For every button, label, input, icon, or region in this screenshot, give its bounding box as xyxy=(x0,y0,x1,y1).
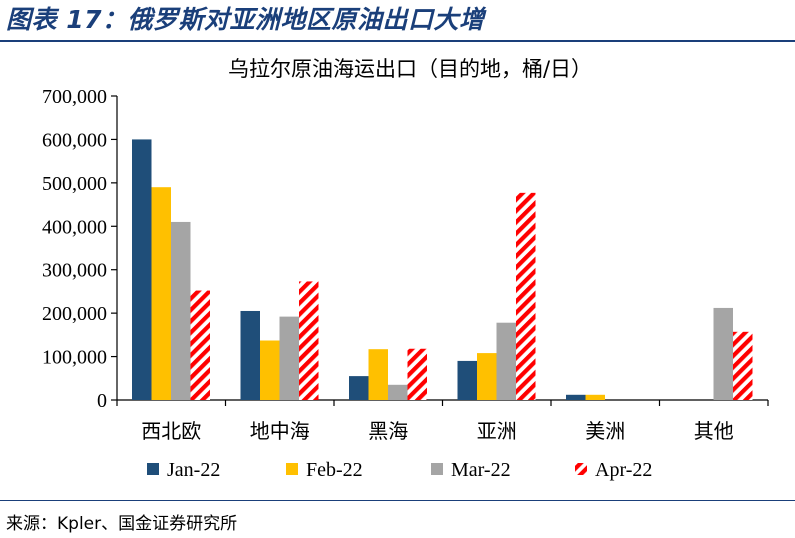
legend-label: Mar-22 xyxy=(451,459,511,481)
bar xyxy=(260,340,280,400)
y-axis: 0 100,000 200,000 300,000 400,000 500,000 600,… xyxy=(42,86,118,412)
legend-swatch xyxy=(286,463,298,475)
bar xyxy=(733,331,753,400)
bar xyxy=(190,290,210,400)
y-tick-label: 700,000 xyxy=(42,86,107,108)
x-tick-label: 其他 xyxy=(694,419,734,443)
bar xyxy=(151,187,171,400)
x-tick-label: 地中海 xyxy=(250,419,310,443)
x-tick-label: 黑海 xyxy=(368,419,408,443)
bar xyxy=(407,348,427,400)
legend-label: Apr-22 xyxy=(595,459,652,481)
bar xyxy=(240,310,260,400)
y-tick-label: 500,000 xyxy=(42,173,107,195)
bar xyxy=(132,139,152,400)
x-tick-label: 亚洲 xyxy=(477,419,517,443)
x-tick-label: 西北欧 xyxy=(141,419,201,443)
source-note: 来源：Kpler、国金证券研究所 xyxy=(6,514,238,534)
y-tick-label: 400,000 xyxy=(42,216,107,238)
bar xyxy=(713,307,733,400)
bar xyxy=(388,384,408,400)
legend: Jan-22 Feb-22 Mar-22 Apr-22 xyxy=(147,459,652,481)
bar xyxy=(279,316,299,400)
legend-swatch xyxy=(431,463,443,475)
bar xyxy=(457,360,477,400)
x-tick-label: 美洲 xyxy=(585,419,625,443)
legend-swatch xyxy=(575,463,587,475)
bar xyxy=(496,322,516,400)
bar xyxy=(368,349,388,400)
bar xyxy=(349,376,369,400)
bar-series-group xyxy=(132,139,753,400)
bar xyxy=(477,353,497,400)
source-divider xyxy=(0,500,795,501)
chart-title: 乌拉尔原油海运出口（目的地，桶/日） xyxy=(228,57,592,81)
legend-label: Feb-22 xyxy=(306,459,363,481)
bar xyxy=(566,394,586,400)
figure-title: 图表 17：俄罗斯对亚洲地区原油出口大增 xyxy=(6,5,485,34)
y-tick-label: 600,000 xyxy=(42,129,107,151)
bar xyxy=(516,192,536,400)
y-tick-label: 100,000 xyxy=(42,347,107,369)
y-tick-label: 0 xyxy=(97,390,107,412)
x-axis: 西北欧 地中海 黑海 亚洲 美洲 其他 xyxy=(116,399,769,443)
bar xyxy=(171,221,191,400)
legend-label: Jan-22 xyxy=(167,459,220,481)
bar xyxy=(585,394,605,400)
title-divider xyxy=(0,40,795,42)
y-tick-label: 200,000 xyxy=(42,303,107,325)
bar-chart: 乌拉尔原油海运出口（目的地，桶/日） 0 100,000 200,000 300,00… xyxy=(42,57,769,481)
legend-swatch xyxy=(147,463,159,475)
bar xyxy=(299,281,319,400)
y-tick-label: 300,000 xyxy=(42,260,107,282)
